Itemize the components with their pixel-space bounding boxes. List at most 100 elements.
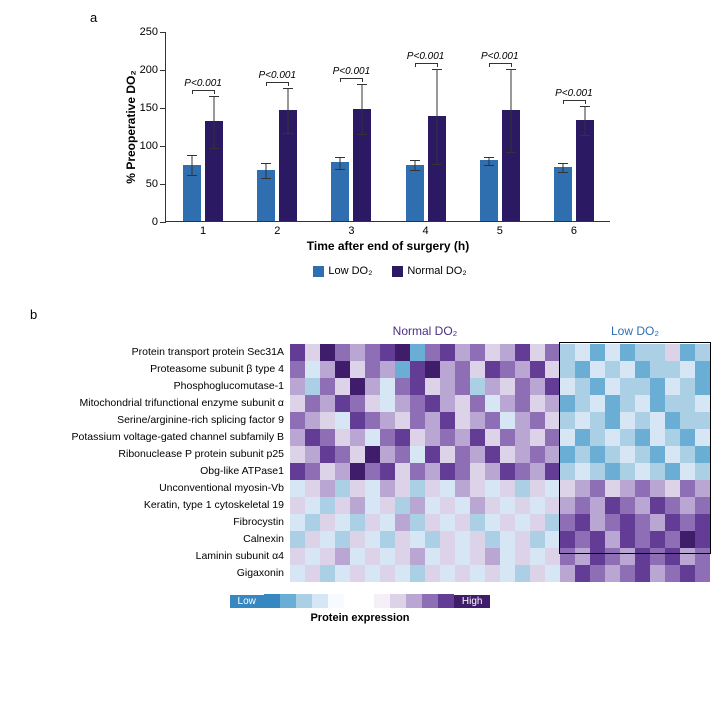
y-tick-label: 150 (140, 102, 166, 114)
heatmap-cell (365, 497, 380, 514)
p-value-label: P<0.001 (481, 51, 519, 62)
heatmap-cell (350, 497, 365, 514)
heatmap-cell (665, 463, 680, 480)
heatmap-cell (665, 361, 680, 378)
heatmap-cell (635, 344, 650, 361)
protein-label: Keratin, type 1 cytoskeletal 19 (30, 497, 290, 514)
heatmap-cell (305, 361, 320, 378)
heatmap-cell (500, 395, 515, 412)
heatmap-cell (380, 531, 395, 548)
heatmap-cell (410, 514, 425, 531)
protein-label: Ribonuclease P protein subunit p25 (30, 446, 290, 463)
heatmap-cell (590, 429, 605, 446)
heatmap-cell (350, 361, 365, 378)
heatmap-cell (500, 361, 515, 378)
heatmap-cell (425, 378, 440, 395)
heatmap-cell (680, 514, 695, 531)
protein-label: Potassium voltage-gated channel subfamil… (30, 429, 290, 446)
heatmap-cell (485, 446, 500, 463)
heatmap-cell (635, 548, 650, 565)
panel-b-label: b (30, 307, 710, 322)
heatmap-cell (410, 344, 425, 361)
heatmap-cell (410, 446, 425, 463)
protein-label: Unconventional myosin-Vb (30, 480, 290, 497)
heatmap-cell (320, 361, 335, 378)
heatmap-cell (650, 497, 665, 514)
heatmap-cell (320, 429, 335, 446)
heatmap-cell (545, 514, 560, 531)
heatmap-cell (335, 378, 350, 395)
heatmap-cell (485, 361, 500, 378)
heatmap-cell (410, 395, 425, 412)
heatmap-cell (440, 514, 455, 531)
heatmap-cell (530, 429, 545, 446)
heatmap-cell (335, 497, 350, 514)
heatmap-cell (500, 429, 515, 446)
heatmap-cell (575, 412, 590, 429)
heatmap-cell (305, 480, 320, 497)
heatmap-cell (320, 344, 335, 361)
heatmap-cell (290, 395, 305, 412)
heatmap-cell (485, 429, 500, 446)
heatmap-cell (500, 497, 515, 514)
heatmap-cell (560, 497, 575, 514)
y-tick-label: 250 (140, 26, 166, 38)
heatmap-cell (590, 565, 605, 582)
heatmap-cell (620, 429, 635, 446)
heatmap-cell (320, 412, 335, 429)
heatmap-cell (335, 395, 350, 412)
heatmap-cell (680, 446, 695, 463)
heatmap-cell (380, 565, 395, 582)
heatmap-cell (455, 514, 470, 531)
heatmap-cell (515, 514, 530, 531)
heatmap-cell (680, 531, 695, 548)
heatmap-cell (380, 429, 395, 446)
heatmap-cell (455, 463, 470, 480)
heatmap-cell (695, 497, 710, 514)
heatmap-cell (635, 395, 650, 412)
protein-label: Serine/arginine-rich splicing factor 9 (30, 412, 290, 429)
heatmap-cell (575, 565, 590, 582)
bar (406, 165, 424, 221)
heatmap-cell (695, 395, 710, 412)
heatmap-cell (485, 514, 500, 531)
heatmap-cell (305, 395, 320, 412)
heatmap-cell (560, 548, 575, 565)
heatmap-cell (635, 497, 650, 514)
heatmap-cell (320, 565, 335, 582)
heatmap-cell (590, 531, 605, 548)
heatmap-cell (350, 446, 365, 463)
heatmap-cell (590, 412, 605, 429)
heatmap-cell (410, 429, 425, 446)
heatmap-cell (590, 446, 605, 463)
heatmap-cell (545, 565, 560, 582)
heatmap-cell (440, 361, 455, 378)
heatmap-cell (680, 565, 695, 582)
heatmap-cell (455, 480, 470, 497)
legend-item: Low DO₂ (313, 265, 372, 277)
heatmap-cell (695, 446, 710, 463)
heatmap-cell (455, 446, 470, 463)
heatmap-cell (695, 514, 710, 531)
heatmap-cell (530, 378, 545, 395)
heatmap-cell (485, 531, 500, 548)
heatmap-cell (605, 531, 620, 548)
heatmap-cell (470, 412, 485, 429)
heatmap-cell (440, 412, 455, 429)
heatmap-cell (425, 463, 440, 480)
heatmap: Normal DO₂Low DO₂ Protein transport prot… (30, 324, 710, 582)
y-tick-label: 0 (152, 216, 166, 228)
heatmap-cell (350, 412, 365, 429)
heatmap-cell (635, 446, 650, 463)
heatmap-cell (290, 412, 305, 429)
heatmap-cell (470, 531, 485, 548)
heatmap-cell (380, 361, 395, 378)
heatmap-cell (485, 565, 500, 582)
heatmap-cell (500, 531, 515, 548)
heatmap-cell (440, 429, 455, 446)
heatmap-cell (680, 429, 695, 446)
heatmap-cell (365, 531, 380, 548)
heatmap-cell (350, 565, 365, 582)
heatmap-cell (695, 480, 710, 497)
heatmap-cell (500, 446, 515, 463)
